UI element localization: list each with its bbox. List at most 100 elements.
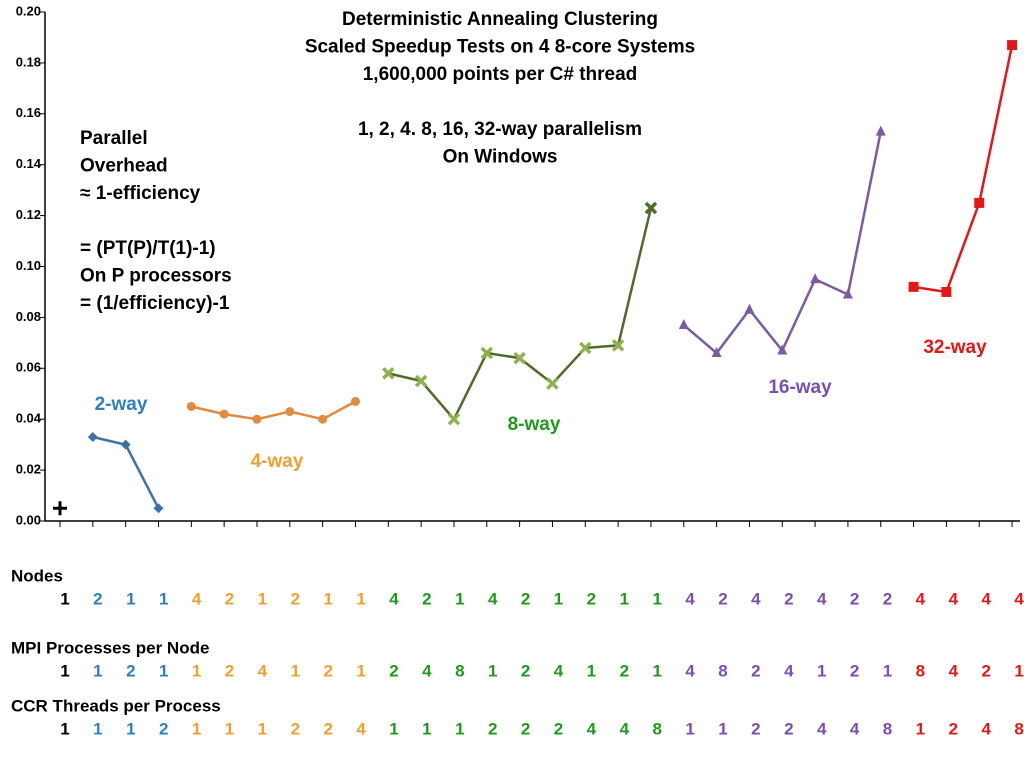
annotation: ≈ 1-efficiency (80, 183, 201, 204)
point (711, 347, 722, 358)
cell: 2 (225, 661, 234, 680)
point (974, 197, 985, 208)
chart-title: Deterministic Annealing Clustering (342, 9, 658, 30)
point (875, 125, 886, 136)
cell: 4 (784, 661, 794, 680)
chart-title: Scaled Speedup Tests on 4 8-core Systems (305, 37, 695, 58)
cell: 2 (291, 589, 300, 608)
series-line (682, 131, 882, 355)
cell: 4 (356, 719, 366, 738)
cell: 2 (323, 719, 332, 738)
cell: 2 (422, 589, 431, 608)
point (350, 396, 360, 406)
cell: 8 (916, 661, 925, 680)
cell: 4 (422, 661, 432, 680)
cell: 1 (718, 719, 727, 738)
point (153, 503, 164, 514)
annotation: = (1/efficiency)-1 (80, 293, 230, 314)
cell: 2 (883, 589, 892, 608)
point (611, 339, 625, 352)
cell: 2 (620, 661, 629, 680)
series-label: 32-way (923, 337, 987, 358)
point (810, 273, 821, 284)
cell: 4 (916, 589, 926, 608)
cell: 1 (192, 719, 201, 738)
point (678, 319, 689, 330)
cell: 1 (356, 661, 365, 680)
cell: 2 (751, 661, 760, 680)
cell: 4 (981, 589, 991, 608)
cell: 1 (620, 589, 629, 608)
point (447, 412, 461, 426)
series-label: 16-way (768, 377, 832, 398)
y-tick-label: 0.20 (16, 3, 41, 18)
cell: 4 (258, 661, 268, 680)
y-tick-label: 0.06 (16, 360, 41, 375)
point (219, 409, 229, 419)
cell: 2 (521, 661, 530, 680)
series-label: 8-way (508, 414, 561, 435)
cell: 1 (126, 719, 135, 738)
series-line (388, 207, 653, 422)
cell: 4 (685, 661, 695, 680)
y-tick-label: 0.14 (16, 156, 42, 171)
cell: 2 (784, 719, 793, 738)
cell: 8 (455, 661, 464, 680)
cell: 4 (949, 589, 959, 608)
cell: 2 (850, 589, 859, 608)
y-tick-label: 0.12 (16, 207, 41, 222)
point (414, 374, 428, 388)
point (120, 439, 131, 450)
cell: 1 (587, 661, 596, 680)
cell: 4 (685, 589, 695, 608)
series-label: 2-way (95, 394, 148, 415)
cell: 1 (126, 589, 135, 608)
row-label: Nodes (11, 566, 63, 585)
cell: 2 (521, 589, 530, 608)
cell: 1 (93, 719, 102, 738)
y-tick-label: 0.02 (16, 462, 41, 477)
cell: 1 (225, 719, 234, 738)
cell: 1 (455, 589, 464, 608)
point (842, 288, 853, 299)
cell: 2 (949, 719, 958, 738)
annotation: On P processors (80, 266, 232, 287)
y-tick-label: 0.08 (16, 309, 41, 324)
point (480, 346, 494, 360)
point (186, 401, 196, 411)
cell: 4 (981, 719, 991, 738)
cell: 1 (1014, 661, 1023, 680)
cell: 4 (817, 589, 827, 608)
point (908, 281, 919, 292)
series-line (191, 400, 357, 421)
cell: 1 (356, 589, 365, 608)
cell: 1 (93, 661, 102, 680)
cell: 1 (916, 719, 925, 738)
cell: 1 (258, 719, 267, 738)
y-tick-label: 0.18 (16, 54, 41, 69)
cell: 4 (949, 661, 959, 680)
cell: 1 (883, 661, 892, 680)
cell: 1 (685, 719, 694, 738)
point (941, 286, 952, 297)
cell: 2 (981, 661, 990, 680)
point (546, 377, 559, 390)
cell: 1 (60, 589, 69, 608)
annotation: Overhead (80, 156, 168, 177)
cell: 8 (883, 719, 892, 738)
cell: 4 (554, 661, 564, 680)
cell: 2 (850, 661, 859, 680)
cell: 4 (192, 589, 202, 608)
cell: 4 (620, 719, 630, 738)
cell: 2 (225, 589, 234, 608)
cell: 4 (389, 589, 399, 608)
cell: 1 (323, 589, 332, 608)
cell: 1 (817, 661, 826, 680)
y-tick-label: 0.00 (16, 512, 41, 527)
chart-title: On Windows (443, 147, 558, 168)
cell: 1 (652, 589, 661, 608)
row-label: CCR Threads per Process (11, 696, 221, 715)
point (382, 367, 395, 380)
cell: 1 (488, 661, 497, 680)
